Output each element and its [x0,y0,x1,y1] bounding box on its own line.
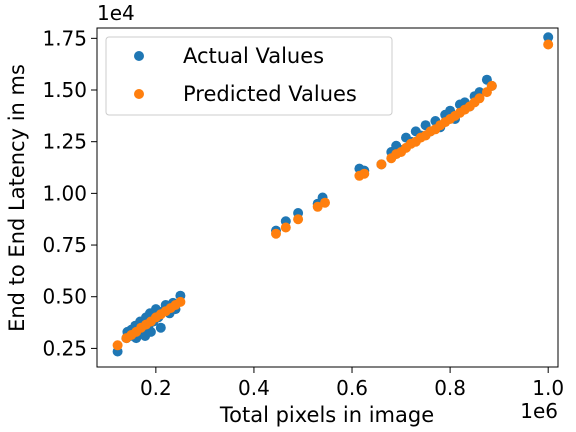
data-point-actual [145,326,156,337]
legend-label-actual: Actual Values [183,44,324,68]
data-point-predicted [486,80,497,91]
data-point-predicted [175,296,186,307]
data-point-actual [543,32,554,43]
legend-label-predicted: Predicted Values [183,82,357,106]
x-tick-label: 0.6 [336,376,368,400]
x-offset-text: 1e6 [520,399,558,423]
y-tick-label: 1.50 [42,78,87,102]
y-tick-label: 1.25 [42,130,87,154]
legend-box [105,36,393,116]
data-point-predicted [376,159,387,170]
legend-marker-predicted [134,89,144,99]
data-point-actual [155,322,166,333]
data-point-predicted [543,39,554,50]
y-tick-label: 0.25 [42,336,87,360]
x-axis-ticks: 0.2 0.4 0.6 0.8 1.0 [140,367,564,400]
data-point-predicted [312,201,323,212]
x-axis-label: Total pixels in image [219,403,434,427]
y-axis-ticks: 0.25 0.50 0.75 1.00 1.25 1.50 1.75 [42,26,97,360]
data-point-predicted [359,168,370,179]
y-tick-label: 1.75 [42,26,87,50]
y-offset-text: 1e4 [97,1,135,25]
y-tick-label: 1.00 [42,181,87,205]
plot-frame [96,27,559,368]
x-tick-label: 0.2 [140,376,172,400]
x-tick-label: 0.4 [238,376,270,400]
x-tick-label: 0.8 [434,376,466,400]
x-tick-label: 1.0 [532,376,564,400]
data-point-predicted [271,228,281,239]
data-point-predicted [280,222,291,233]
points-layer [112,32,554,357]
data-point-predicted [112,340,123,351]
y-tick-label: 0.75 [42,233,87,257]
y-axis-label: End to End Latency in ms [5,64,29,332]
y-tick-label: 0.50 [42,285,87,309]
legend-marker-actual [134,51,144,61]
data-point-predicted [293,214,304,225]
data-point-predicted [474,93,485,104]
data-point-predicted [320,197,330,208]
legend: Actual Values Predicted Values [105,36,393,116]
